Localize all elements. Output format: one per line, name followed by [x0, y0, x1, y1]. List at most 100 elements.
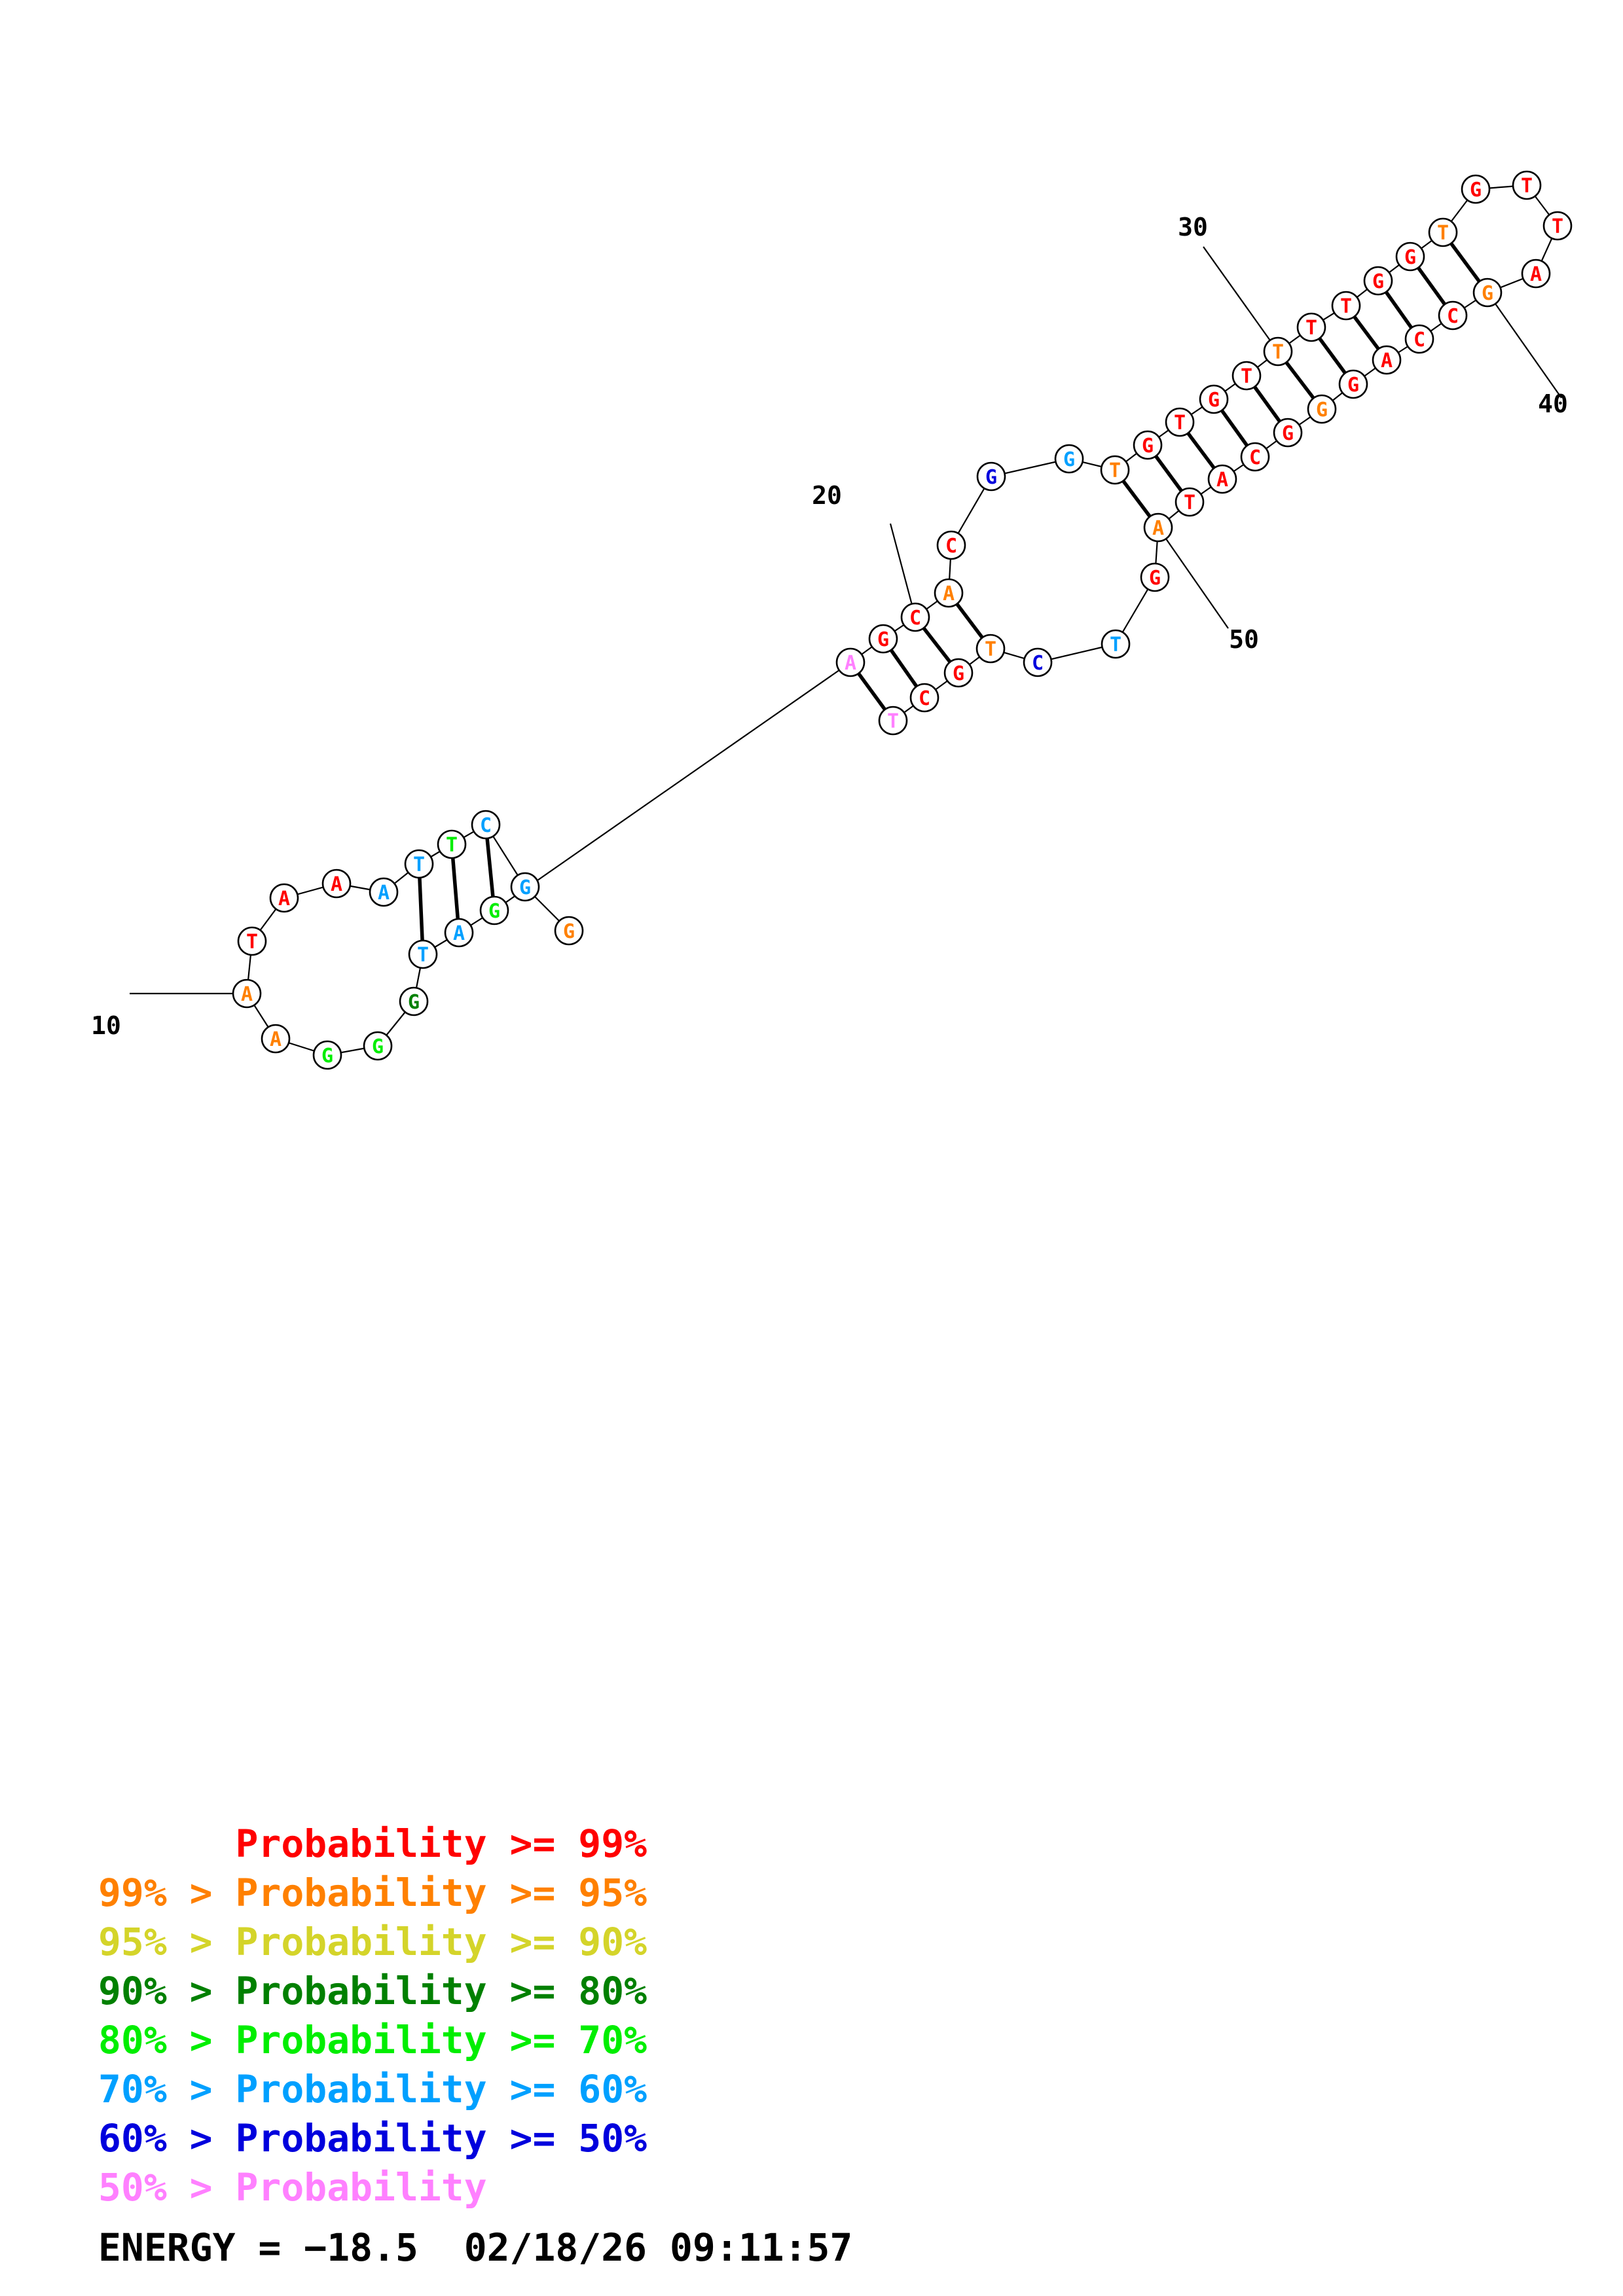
nucleotide: G — [1338, 369, 1368, 399]
nucleotide: G — [554, 916, 584, 946]
nucleotide-circle — [554, 916, 584, 946]
legend-row: 60% > Probability >= 50% — [98, 2114, 647, 2163]
nucleotide-circle — [399, 986, 429, 1016]
nucleotide: G — [312, 1040, 342, 1070]
legend-suffix: >= 70% — [486, 2018, 647, 2062]
nucleotide-letter: T — [887, 710, 899, 733]
legend-suffix: >= 50% — [486, 2116, 647, 2161]
nucleotide-letter: G — [1149, 567, 1161, 590]
nucleotide-circle — [1512, 170, 1542, 200]
nucleotide-letter: A — [1216, 469, 1228, 492]
nucleotide-letter: A — [378, 882, 390, 905]
nucleotide-circle — [868, 624, 898, 654]
nucleotide: A — [444, 918, 474, 948]
nucleotide-letter: G — [1470, 179, 1482, 202]
nucleotide-circle — [1133, 430, 1163, 460]
nucleotide-letter: C — [919, 687, 930, 710]
nucleotide: G — [1461, 174, 1491, 204]
nucleotide-circle — [321, 869, 352, 899]
nucleotide-letter: T — [1552, 215, 1563, 238]
nucleotide-letter: T — [1241, 365, 1252, 388]
legend-row: 80% > Probability >= 70% — [98, 2016, 647, 2065]
nucleotide-circle — [1363, 266, 1393, 296]
base-pair-bond — [450, 844, 461, 933]
nucleotide-circle — [1438, 300, 1468, 331]
nucleotide-circle — [909, 683, 939, 713]
legend-suffix: >= 95% — [486, 1871, 647, 1915]
tick-line — [1487, 292, 1562, 399]
energy-value: ENERGY = −18.5 — [98, 2225, 418, 2270]
nucleotide-letter: T — [1437, 222, 1449, 245]
nucleotide: A — [1372, 345, 1402, 375]
nucleotide-circle — [1395, 242, 1425, 272]
nucleotide-letter: C — [480, 814, 492, 837]
nucleotide: C — [936, 530, 966, 560]
nucleotide: G — [976, 461, 1006, 492]
nucleotide-letter: G — [321, 1045, 333, 1067]
nucleotide: T — [1101, 629, 1131, 659]
nucleotide-letter: G — [488, 900, 500, 923]
nucleotide-letter: G — [1404, 246, 1416, 269]
nucleotide-letter: G — [1372, 270, 1384, 293]
nucleotide-letter: A — [278, 888, 290, 910]
nucleotide-circle — [1240, 442, 1270, 472]
nucleotide-circle — [1175, 487, 1205, 517]
legend-suffix: >= 99% — [486, 1821, 647, 1866]
nucleotide: T — [1231, 361, 1262, 391]
nucleotide-circle — [1101, 629, 1131, 659]
nucleotide-letter: T — [1109, 459, 1121, 482]
nucleotide-circle — [1023, 647, 1053, 677]
nucleotide-circle — [437, 829, 467, 859]
tick-label: 20 — [812, 481, 842, 510]
nucleotide-circle — [269, 883, 299, 913]
tick-label: 10 — [91, 1011, 121, 1040]
nucleotide-letter: C — [945, 535, 957, 558]
nucleotide: C — [1023, 647, 1053, 677]
nucleotide: T — [437, 829, 467, 859]
legend-row: 99% > Probability >= 95% — [98, 1869, 647, 1918]
nucleotide-circle — [1404, 324, 1434, 354]
nucleotide-letter: A — [1381, 350, 1393, 372]
nucleotide-letter: G — [519, 876, 531, 899]
nucleotide: T — [1165, 407, 1195, 437]
backbone-segment — [494, 662, 851, 911]
nucleotide-letter: G — [877, 628, 889, 651]
nucleotide-letter: C — [1413, 329, 1425, 351]
nucleotide-circle — [363, 1031, 393, 1061]
nucleotide: C — [1240, 442, 1270, 472]
nucleotide: C — [909, 683, 939, 713]
nucleotide: A — [835, 647, 866, 677]
nucleotide: A — [1521, 259, 1551, 289]
nucleotide-circle — [936, 530, 966, 560]
nucleotide-circle — [1273, 418, 1303, 448]
legend-row: 95% > Probability >= 90% — [98, 1918, 647, 1967]
nucleotide-letter: A — [241, 983, 253, 1006]
nucleotide: T — [878, 706, 908, 736]
nucleotide: G — [1273, 418, 1303, 448]
nucleotide: A — [1207, 464, 1237, 494]
tick-line — [889, 523, 917, 618]
nucleotide: G — [1363, 266, 1393, 296]
nucleotide-circle — [1143, 512, 1173, 543]
nucleotide: C — [900, 602, 930, 632]
legend-label: Probability — [235, 2067, 487, 2111]
legend-row: 90% > Probability >= 80% — [98, 1967, 647, 2016]
nucleotide-circle — [444, 918, 474, 948]
nucleotide-circle — [408, 939, 438, 969]
nucleotide-circle — [1100, 455, 1130, 485]
nucleotide-circle — [404, 849, 434, 879]
nucleotide-letter: T — [985, 638, 996, 661]
legend-suffix: >= 80% — [486, 1969, 647, 2013]
energy-footer: ENERGY = −18.5 02/18/26 09:11:57 — [98, 2225, 852, 2270]
nucleotide-circle — [261, 1024, 291, 1054]
nucleotide-circle — [878, 706, 908, 736]
nucleotide-circle — [976, 461, 1006, 492]
nucleotide-letter: G — [1208, 389, 1220, 412]
legend-row: Probability >= 99% — [98, 1820, 647, 1869]
nucleotide-letter: G — [372, 1035, 384, 1058]
nucleotide: G — [943, 658, 974, 688]
nucleotide-letter: A — [453, 922, 465, 945]
nucleotide: T — [1263, 336, 1293, 367]
nucleotide-circle — [1165, 407, 1195, 437]
